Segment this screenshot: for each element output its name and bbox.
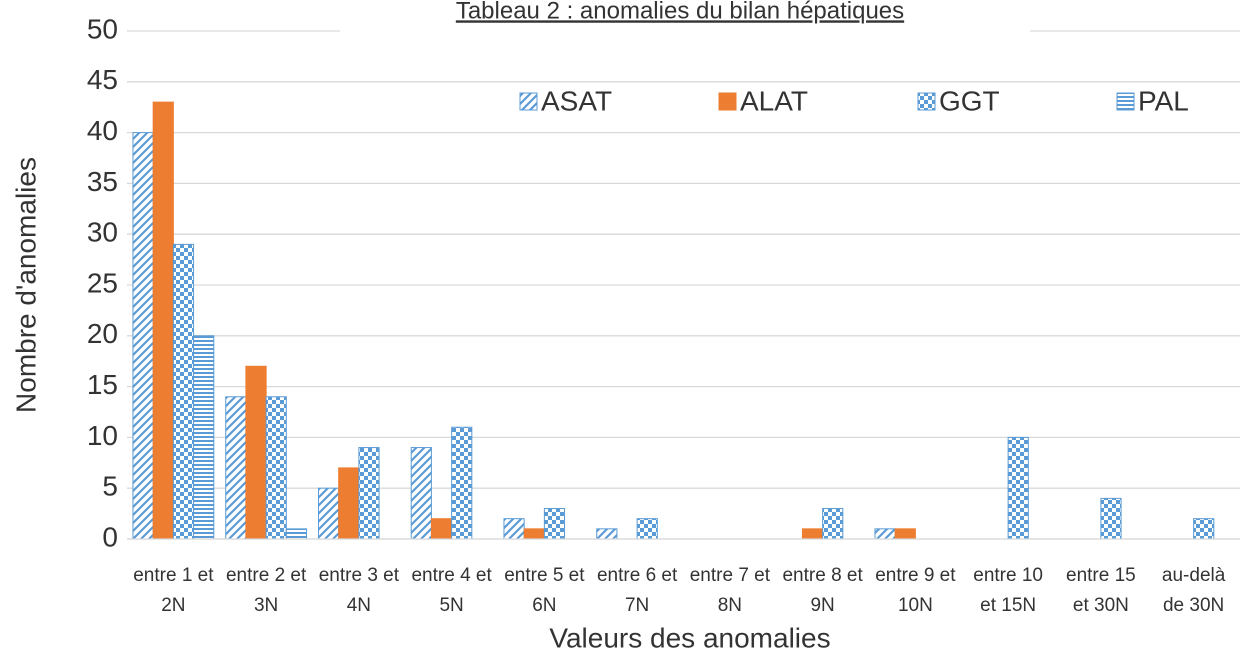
bar bbox=[172, 243, 195, 540]
bar bbox=[358, 447, 380, 540]
legend-label: PAL bbox=[1138, 85, 1189, 116]
bar bbox=[822, 508, 844, 540]
x-tick-label: au-delà de 30N bbox=[1161, 565, 1226, 616]
y-tick-label: 20 bbox=[87, 318, 118, 349]
bar bbox=[225, 396, 247, 540]
bar bbox=[193, 335, 215, 540]
bar bbox=[451, 426, 473, 540]
x-tick-label: entre 2 et 3N bbox=[225, 565, 307, 616]
legend-swatch bbox=[718, 92, 737, 111]
legend-swatch bbox=[917, 92, 936, 111]
y-tick-label: 15 bbox=[87, 369, 118, 400]
y-tick-label: 0 bbox=[102, 521, 118, 552]
bar bbox=[801, 528, 824, 540]
bar bbox=[152, 101, 174, 540]
y-axis-label: Nombre d'anomalies bbox=[10, 157, 41, 413]
legend-label: ALAT bbox=[740, 85, 808, 116]
bar bbox=[317, 487, 340, 540]
y-tick-label: 25 bbox=[87, 267, 118, 298]
chart-title: Tableau 2 : anomalies du bilan hépatique… bbox=[456, 0, 904, 24]
bar bbox=[410, 447, 432, 540]
bar bbox=[894, 528, 916, 540]
bar bbox=[1193, 518, 1215, 540]
y-tick-label: 40 bbox=[87, 115, 118, 146]
x-tick-label: entre 1 et 2N bbox=[133, 565, 214, 616]
y-tick-label: 10 bbox=[87, 420, 118, 451]
y-tick-label: 35 bbox=[87, 166, 118, 197]
title-background bbox=[340, 0, 1030, 45]
bar bbox=[636, 518, 658, 540]
bar bbox=[132, 132, 154, 540]
x-tick-label: entre 6 et 7N bbox=[596, 565, 678, 616]
x-tick-label: entre 7 et 8N bbox=[689, 565, 771, 616]
x-tick-label: entre 4 et 5N bbox=[411, 565, 492, 616]
bar bbox=[596, 528, 618, 540]
bar bbox=[265, 396, 287, 540]
x-axis-label: Valeurs des anomalies bbox=[549, 622, 830, 653]
x-tick-label: entre 8 et 9N bbox=[782, 565, 863, 616]
y-tick-label: 45 bbox=[87, 64, 118, 95]
bar bbox=[1100, 497, 1122, 540]
y-tick-label: 30 bbox=[87, 217, 118, 248]
x-tick-label: entre 9 et 10N bbox=[875, 565, 956, 616]
bar bbox=[503, 518, 525, 540]
x-tick-label: entre 10 et 15N bbox=[973, 565, 1043, 616]
legend-swatch bbox=[519, 92, 538, 111]
x-tick-label: entre 5 et 6N bbox=[504, 565, 585, 616]
bar bbox=[245, 365, 267, 540]
x-tick-label: entre 15 et 30N bbox=[1066, 565, 1136, 616]
legend-label: GGT bbox=[939, 85, 1000, 116]
bar bbox=[1007, 436, 1029, 540]
bar bbox=[338, 467, 360, 540]
bar bbox=[874, 528, 896, 540]
x-tick-label: entre 3 et 4N bbox=[318, 565, 400, 616]
legend-label: ASAT bbox=[541, 85, 612, 116]
bar bbox=[430, 518, 453, 540]
y-tick-label: 50 bbox=[87, 13, 118, 44]
bar bbox=[523, 528, 545, 540]
legend-swatch bbox=[1116, 92, 1135, 111]
bar bbox=[543, 508, 566, 540]
bar bbox=[285, 528, 308, 540]
y-tick-label: 5 bbox=[102, 471, 118, 502]
